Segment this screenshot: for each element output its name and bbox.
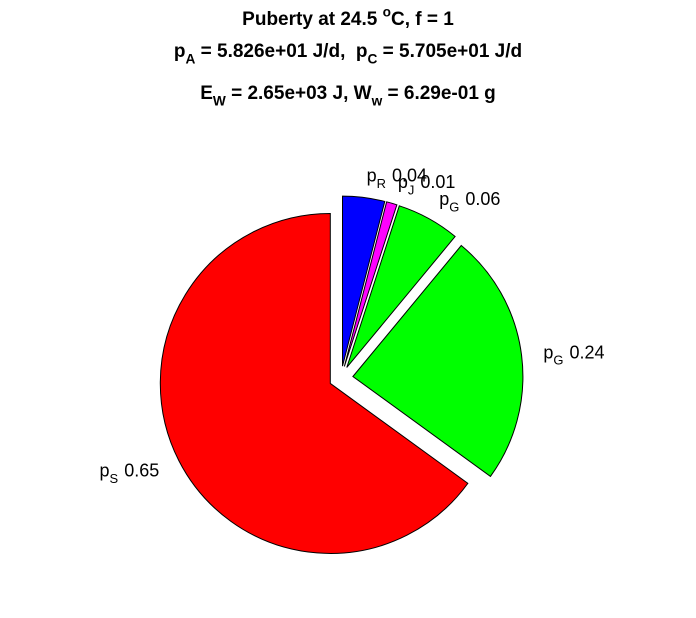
text-run: p [543, 342, 553, 362]
chart-title: pA = 5.826e+01 J/d, pC = 5.705e+01 J/d [174, 41, 522, 67]
slice-label: pS 0.65 [100, 461, 160, 486]
text-run: = 6.29e-01 g [382, 83, 496, 104]
text-run: p [174, 41, 186, 62]
subscript: A [185, 52, 195, 67]
pie-slice [352, 244, 524, 478]
pie-slice [346, 205, 456, 368]
subscript: S [110, 471, 119, 486]
slice-value: 0.04 [392, 166, 427, 186]
slice-label: pJ 0.01 [398, 172, 456, 197]
slice-value: 0.01 [420, 172, 455, 192]
text-run: p [439, 189, 449, 209]
subscript: W [213, 94, 226, 109]
subscript: J [408, 182, 414, 197]
text-run: p [398, 172, 408, 192]
text-run: Puberty at 24.5 [242, 9, 382, 30]
text-run: p [100, 461, 110, 481]
text-run: = 5.826e+01 J/d, p [195, 41, 367, 62]
slice-value: 0.24 [569, 342, 604, 362]
slice-label: pG 0.06 [439, 189, 500, 214]
slice-label: pR 0.04 [367, 166, 427, 191]
subscript: w [371, 94, 383, 109]
chart-title: EW = 2.65e+03 J, Ww = 6.29e-01 g [200, 83, 496, 109]
chart-title: Puberty at 24.5 oC, f = 1 [242, 4, 454, 30]
text-run: p [367, 166, 377, 186]
subscript: G [553, 353, 563, 368]
slice-value: 0.65 [124, 461, 159, 481]
subscript: R [377, 176, 386, 191]
slice-value: 0.06 [465, 189, 500, 209]
pie-slice [159, 212, 469, 554]
text-run: C, f = 1 [391, 9, 454, 30]
text-run: = 5.705e+01 J/d [377, 41, 522, 62]
pie-slice [343, 201, 398, 367]
subscript: C [368, 52, 378, 67]
subscript: G [449, 200, 459, 215]
text-run: = 2.65e+03 J, W [226, 83, 372, 104]
text-run: E [200, 83, 213, 104]
slice-label: pG 0.24 [543, 342, 604, 367]
pie-slice [342, 195, 386, 367]
superscript: o [383, 4, 391, 19]
